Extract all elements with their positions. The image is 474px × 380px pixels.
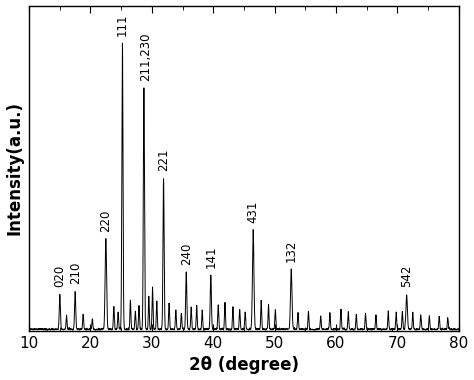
Text: 542: 542 [400, 265, 413, 287]
Text: 220: 220 [100, 209, 112, 231]
Text: 210: 210 [69, 262, 82, 284]
Text: 111: 111 [116, 13, 129, 36]
Y-axis label: Intensity(a.u.): Intensity(a.u.) [6, 101, 24, 235]
X-axis label: 2θ (degree): 2θ (degree) [189, 356, 299, 374]
Text: 020: 020 [53, 265, 66, 287]
Text: 132: 132 [285, 239, 298, 262]
Text: 240: 240 [180, 242, 193, 265]
Text: 211,230: 211,230 [138, 32, 152, 81]
Text: 221: 221 [157, 149, 170, 171]
Text: 141: 141 [204, 245, 217, 268]
Text: 431: 431 [246, 200, 260, 223]
